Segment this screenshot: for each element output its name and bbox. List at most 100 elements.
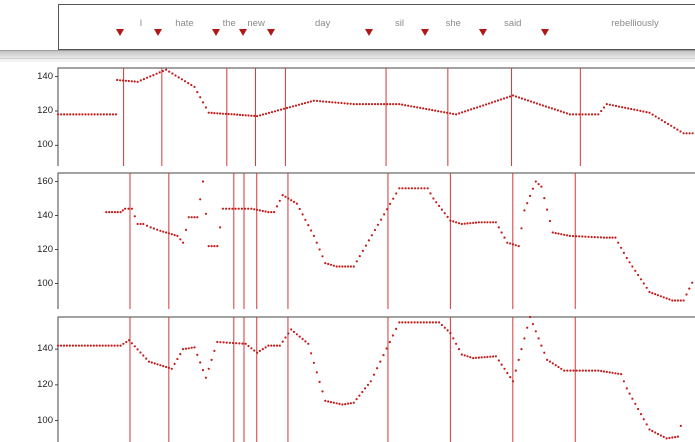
pitch-point (165, 365, 168, 369)
pitch-point (225, 341, 228, 344)
pitch-point (60, 113, 63, 116)
word-marker-icon[interactable] (238, 29, 247, 36)
word-marker-icon[interactable] (364, 29, 373, 36)
pitch-point (352, 265, 355, 268)
pitch-point (437, 110, 440, 113)
pitch-point (142, 78, 145, 81)
pitch-point (150, 361, 153, 364)
pitch-point (466, 222, 469, 225)
pitch-point (593, 236, 596, 239)
word-marker-icon[interactable] (212, 29, 221, 36)
pitch-point (404, 104, 407, 107)
pitch-point (608, 103, 612, 106)
pitch-point (386, 103, 389, 106)
pitch-point (177, 76, 180, 79)
pitch-point (270, 111, 274, 114)
pitch-point (250, 347, 253, 350)
pitch-point (261, 348, 264, 351)
word-marker-icon[interactable] (154, 29, 163, 36)
pitch-point (358, 103, 361, 106)
pitch-point (273, 211, 276, 214)
pitch-point (682, 132, 685, 135)
panel-splitter[interactable] (0, 50, 695, 59)
pitch-point (557, 365, 560, 369)
pitch-point (671, 299, 674, 302)
pitch-point (565, 234, 569, 237)
pitch-point (183, 80, 187, 83)
word-marker-icon[interactable] (421, 29, 430, 36)
pitch-point (550, 107, 554, 110)
pitch-point (62, 344, 66, 347)
pitch-point (258, 349, 261, 352)
pitch-point (428, 321, 431, 324)
pitch-point (234, 207, 237, 210)
pitch-point (581, 113, 584, 116)
pitch-point (250, 114, 253, 117)
pitch-point (338, 402, 341, 405)
pitch-point (315, 241, 318, 244)
pitch-point (98, 344, 101, 347)
pitch-point (273, 344, 276, 347)
pitch-point (546, 358, 549, 361)
pitch-point (624, 106, 627, 109)
pitch-point (660, 119, 664, 122)
pitch-point (291, 105, 295, 108)
pitch-point (614, 236, 617, 239)
pitch-point (637, 407, 640, 411)
y-tick-label: 140 (37, 343, 53, 355)
pitch-point (410, 105, 413, 108)
word-marker-icon[interactable] (478, 29, 487, 36)
pitch-point (432, 197, 435, 200)
pitch-point (460, 222, 463, 226)
pitch-point (361, 249, 364, 252)
pitch-point (187, 82, 190, 85)
pitch-point (591, 369, 594, 372)
pitch-point (130, 342, 133, 345)
pitch-point (334, 101, 337, 104)
pitch-point (310, 229, 313, 232)
pitch-point (379, 360, 382, 363)
pitch-point (231, 207, 234, 210)
pitch-point (464, 110, 467, 113)
pitch-point (369, 380, 372, 383)
pitch-point (511, 94, 515, 97)
word-marker-icon[interactable] (541, 29, 550, 36)
pitch-point (108, 211, 111, 214)
pitch-point (679, 424, 682, 427)
pitch-point (233, 113, 236, 116)
pitch-point (651, 113, 654, 116)
pitch-point (651, 429, 654, 433)
pitch-point (207, 111, 210, 114)
pitch-point (639, 413, 643, 416)
pitch-point (312, 234, 315, 237)
pitch-point (370, 103, 373, 106)
pitch-point (662, 435, 665, 438)
pitch-point (517, 245, 520, 248)
pitch-point (187, 347, 190, 350)
pitch-point (149, 226, 152, 229)
pitch-point (146, 76, 149, 79)
word-marker-icon[interactable] (267, 29, 276, 36)
pitch-point (81, 113, 84, 116)
pitch-point (443, 326, 446, 329)
pitch-point (116, 211, 119, 214)
pitch-point (125, 340, 128, 344)
pitch-point (187, 216, 190, 219)
pitch-point (497, 359, 500, 362)
plot-frame (57, 316, 695, 442)
pitch-point (145, 224, 149, 227)
pitch-point (537, 183, 540, 186)
word-marker-icon[interactable] (116, 29, 125, 36)
pitch-point (142, 354, 145, 357)
pitch-point (404, 187, 407, 190)
pitch-point (392, 103, 395, 106)
pitch-point (304, 340, 307, 343)
pitch-point (523, 337, 526, 340)
pitch-point (440, 208, 443, 211)
word-label: hate (175, 18, 194, 29)
pitch-point (429, 192, 432, 195)
pitch-point (617, 105, 621, 108)
pitch-point (398, 187, 401, 190)
pitch-point (654, 293, 657, 296)
